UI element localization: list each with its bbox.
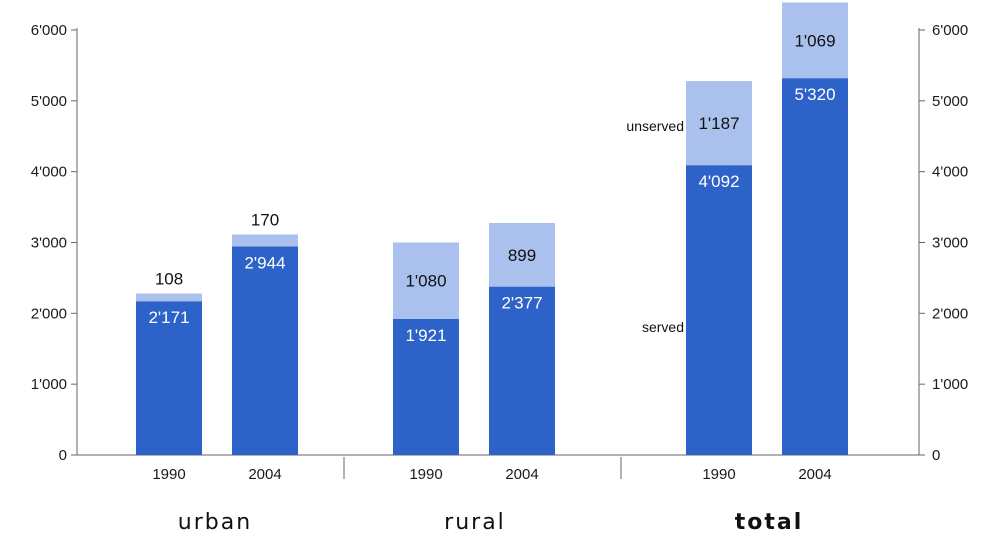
x-tick-labels: 1990 2004 1990 2004 1990 2004: [152, 466, 831, 483]
bar-served: [489, 286, 555, 455]
data-label-served: 5'320: [794, 85, 835, 104]
data-label-unserved: 1'080: [405, 272, 446, 291]
y-tick-label-left: 1'000: [31, 376, 67, 393]
x-tick-label: 1990: [409, 466, 442, 483]
data-label-unserved: 170: [251, 210, 279, 229]
bar-unserved: [232, 234, 298, 247]
axes: 0 0 1'000 1'000 2'000 2'000 3'000 3'000 4'000 4'0…: [31, 22, 968, 479]
data-label-served: 2'171: [148, 308, 189, 327]
data-label-unserved: 1'187: [698, 114, 739, 133]
y-tick-label-right: 3'000: [932, 235, 968, 252]
bar-unserved: [136, 293, 202, 302]
data-label-served: 2'944: [244, 253, 285, 272]
y-tick-label-right: 2'000: [932, 305, 968, 322]
data-label-served: 1'921: [405, 326, 446, 345]
y-tick-label-left: 3'000: [31, 235, 67, 252]
group-labels: urban rural total: [178, 510, 804, 535]
bar-served: [782, 78, 848, 456]
data-label-unserved: 1'069: [794, 31, 835, 50]
bar-served: [686, 165, 752, 455]
y-tick-label-right: 4'000: [932, 164, 968, 181]
x-tick-label: 1990: [702, 466, 735, 483]
data-labels: 2'171 108 2'944 170 1'921 1'080 2'377 899 4'092 1…: [148, 31, 835, 345]
bar-unserved: [686, 81, 752, 166]
annotation-unserved: unserved: [626, 118, 684, 134]
bar-served: [136, 301, 202, 455]
data-label-unserved: 899: [508, 246, 536, 265]
group-label-rural: rural: [444, 510, 506, 535]
y-tick-label-right: 0: [932, 447, 940, 464]
y-tick-label-left: 5'000: [31, 93, 67, 110]
y-tick-label-left: 6'000: [31, 22, 67, 39]
bar-served: [232, 246, 298, 455]
data-label-served: 2'377: [501, 294, 542, 313]
y-tick-label-left: 0: [59, 447, 67, 464]
data-label-served: 4'092: [698, 172, 739, 191]
y-tick-label-left: 2'000: [31, 305, 67, 322]
annotation-served: served: [642, 319, 684, 335]
x-tick-label: 2004: [505, 466, 538, 483]
y-tick-label-left: 4'000: [31, 164, 67, 181]
y-tick-label-right: 5'000: [932, 93, 968, 110]
bar-unserved: [489, 222, 555, 287]
group-label-total: total: [735, 510, 804, 535]
x-tick-label: 2004: [798, 466, 831, 483]
y-tick-label-right: 1'000: [932, 376, 968, 393]
data-label-unserved: 108: [155, 270, 183, 289]
x-tick-label: 1990: [152, 466, 185, 483]
group-label-urban: urban: [178, 510, 252, 535]
bars: [136, 2, 848, 456]
y-tick-label-right: 6'000: [932, 22, 968, 39]
bar-unserved: [782, 2, 848, 79]
x-tick-label: 2004: [248, 466, 281, 483]
bar-unserved: [393, 242, 459, 319]
bar-served: [393, 318, 459, 455]
